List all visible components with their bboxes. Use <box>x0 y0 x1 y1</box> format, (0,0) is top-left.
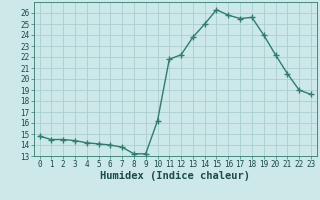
X-axis label: Humidex (Indice chaleur): Humidex (Indice chaleur) <box>100 171 250 181</box>
